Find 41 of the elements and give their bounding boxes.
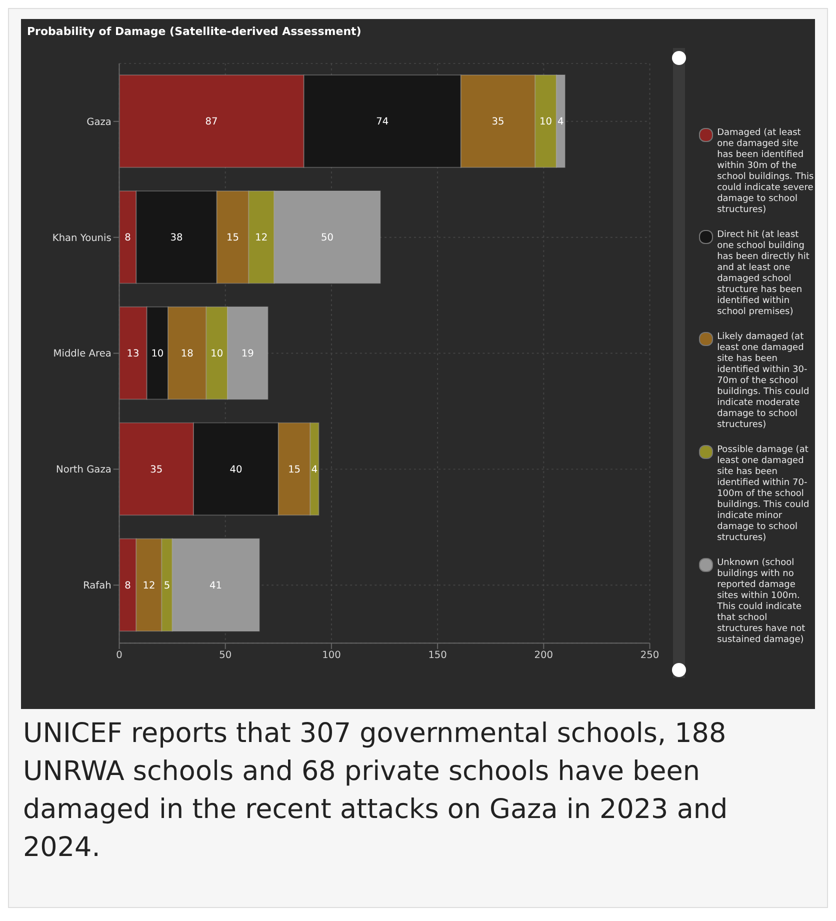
data-label: 18 xyxy=(180,348,194,360)
data-label: 13 xyxy=(126,348,140,360)
data-label: 10 xyxy=(210,348,224,360)
data-label: 12 xyxy=(255,232,268,244)
y-tick-label: Middle Area xyxy=(53,348,112,360)
y-tick-label: Khan Younis xyxy=(52,232,112,244)
data-label: 8 xyxy=(124,232,131,244)
data-label: 87 xyxy=(205,116,218,128)
x-tick-label: 250 xyxy=(640,650,660,661)
data-label: 35 xyxy=(492,116,504,128)
y-tick-label: Gaza xyxy=(86,116,112,128)
data-label: 40 xyxy=(230,464,242,476)
x-tick-label: 0 xyxy=(116,650,122,661)
data-label: 41 xyxy=(210,580,222,592)
y-tick-label: North Gaza xyxy=(56,464,112,476)
data-label: 15 xyxy=(226,232,240,244)
data-label: 4 xyxy=(558,116,564,128)
data-label: 10 xyxy=(151,348,164,360)
data-label: 38 xyxy=(170,232,183,244)
data-label: 10 xyxy=(540,116,552,128)
x-tick-label: 100 xyxy=(322,650,341,661)
legend-label: Unknown (school buildings with no reported damage sites within 100m. This could indicate that school structures have not sustained damage) xyxy=(717,558,806,646)
data-label: 35 xyxy=(150,464,163,476)
y-tick-label: Rafah xyxy=(83,580,112,592)
legend-label: Direct hit (at least one school building has been directly hit and at least one damaged school structure has been identified within school premises) xyxy=(717,230,810,318)
data-label: 8 xyxy=(124,580,131,592)
data-label: 5 xyxy=(164,580,170,592)
x-tick-label: 150 xyxy=(428,650,447,661)
data-label: 12 xyxy=(142,580,156,592)
data-label: 4 xyxy=(311,464,318,476)
text: UNICEF reports that 307 governmental schools, 188 UNRWA schools and 68 private schools have been damaged in the recent attacks on Gaza in 2023 and 2024. xyxy=(22,717,729,865)
x-tick-label: 200 xyxy=(534,650,554,661)
legend-label: Damaged (at least one damaged site has been identified within 30m of the school buildings. This could indicate severe damage to school structures) xyxy=(717,128,815,216)
data-label: 74 xyxy=(376,116,389,128)
text: Possible damage (at least one damaged site has been identified within 70-100m of the school buildings. This could indicate minor damage to school structures) xyxy=(717,445,810,543)
x-tick-label: 50 xyxy=(219,650,232,661)
chart-title: Probability of Damage (Satellite-derived Assessment) xyxy=(26,24,362,40)
data-label: 15 xyxy=(288,464,301,476)
data-label: 50 xyxy=(320,232,334,244)
text: Likely damaged (at least one damaged site has been identified within 30-70m of the school buildings. This could indicate moderate damage to school structures) xyxy=(717,332,810,430)
data-label: 19 xyxy=(241,348,254,360)
